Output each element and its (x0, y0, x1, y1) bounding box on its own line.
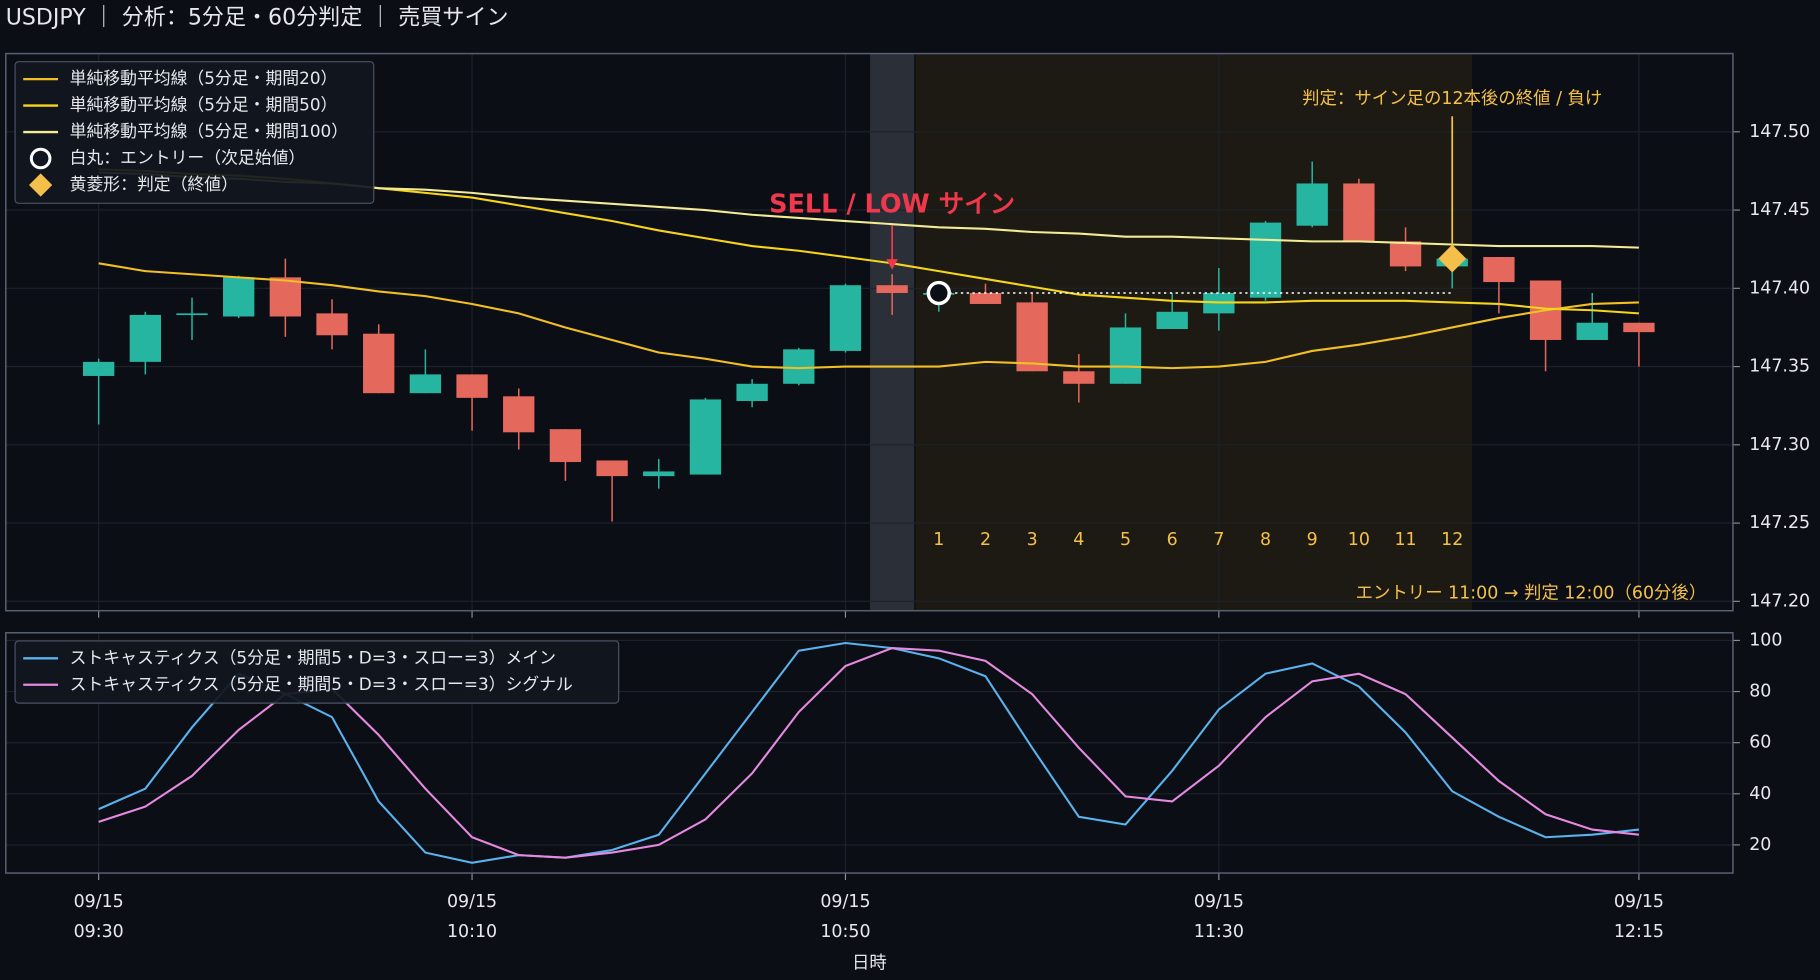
stochastic-line (98, 647, 1640, 859)
signal-label: SELL / LOW サイン (769, 190, 1015, 220)
y-tick-label: 80 (1749, 682, 1771, 702)
judgment-window (915, 53, 1472, 611)
stochastic-line (98, 641, 1640, 864)
y-tick-label: 147.35 (1749, 357, 1810, 377)
candle-body (1016, 302, 1048, 372)
candle-body (783, 349, 815, 384)
legend-label: 単純移動平均線（5分足・期間20） (70, 68, 338, 88)
chart-title: USDJPY ｜ 分析：5分足・60分判定 ｜ 売買サイン (6, 5, 509, 31)
step-label: 2 (980, 530, 991, 550)
x-axis-label: 日時 (852, 954, 887, 974)
judgment-marker (1438, 244, 1467, 273)
panel-frame (5, 52, 1734, 612)
y-tick-label: 147.45 (1749, 200, 1810, 220)
step-label: 5 (1120, 530, 1131, 550)
candle-body (1576, 322, 1608, 340)
candle-body (876, 285, 908, 294)
candle-body (1623, 322, 1655, 333)
step-label: 12 (1441, 530, 1463, 550)
moving-average-line (98, 262, 1639, 370)
y-tick-label: 147.20 (1749, 591, 1810, 611)
candle-body (363, 333, 395, 394)
candle-body (596, 460, 628, 477)
candle-body (269, 277, 302, 317)
signal-zone (870, 53, 915, 611)
candle-body (689, 399, 722, 475)
x-tick-label: 09/15 10:10 (447, 892, 497, 942)
candle-body (456, 374, 488, 398)
x-tick-label: 09/15 12:15 (1614, 892, 1664, 942)
y-tick-label: 100 (1749, 630, 1782, 650)
y-tick-label: 40 (1749, 784, 1771, 804)
entry-marker (926, 280, 951, 306)
step-label: 1 (933, 530, 944, 550)
legend-label: ストキャスティクス（5分足・期間5・D=3・スロー=3）メイン (70, 647, 556, 667)
y-tick-label: 147.30 (1749, 435, 1810, 455)
candle-body (1063, 371, 1095, 384)
candle-body (736, 383, 768, 402)
step-label: 3 (1027, 530, 1038, 550)
candle-body (409, 374, 442, 394)
judgment-label: 判定：サイン足の12本後の終値 / 負け (1302, 89, 1602, 109)
step-label: 10 (1348, 530, 1370, 550)
legend-label: ストキャスティクス（5分足・期間5・D=3・スロー=3）シグナル (70, 674, 573, 694)
candle-body (316, 313, 348, 336)
y-tick-label: 60 (1749, 733, 1771, 753)
legend-swatch (29, 147, 52, 170)
y-tick-label: 20 (1749, 835, 1771, 855)
signal-arrowhead (886, 259, 898, 270)
candle-body (969, 293, 1002, 304)
step-label: 6 (1167, 530, 1178, 550)
candle-body (1296, 183, 1328, 226)
candle-body (223, 277, 255, 317)
candle-body (1483, 257, 1515, 283)
step-label: 8 (1260, 530, 1271, 550)
candle-body (1389, 241, 1422, 267)
legend-box (14, 61, 375, 204)
y-tick-label: 147.50 (1749, 122, 1810, 142)
step-label: 7 (1213, 530, 1224, 550)
candle-body (1156, 311, 1188, 330)
y-tick-label: 147.25 (1749, 513, 1810, 533)
candle-body (1343, 183, 1375, 242)
candle-body (82, 361, 115, 376)
panel-frame (5, 632, 1734, 874)
candle-body (1109, 327, 1142, 384)
window-note: エントリー 11:00 → 判定 12:00（60分後） (1356, 583, 1707, 603)
step-label: 4 (1073, 530, 1084, 550)
candle-body (176, 313, 208, 316)
candle-body (549, 429, 582, 463)
x-tick-label: 09/15 11:30 (1194, 892, 1244, 942)
legend-label: 単純移動平均線（5分足・期間100） (70, 121, 348, 141)
legend-label: 白丸：エントリー（次足始値） (70, 148, 306, 168)
y-tick-label: 147.40 (1749, 278, 1810, 298)
candle-body (129, 314, 162, 362)
x-tick-label: 09/15 09:30 (74, 892, 124, 942)
step-label: 9 (1307, 530, 1318, 550)
x-tick-label: 09/15 10:50 (820, 892, 870, 942)
legend-label: 単純移動平均線（5分足・期間50） (70, 95, 338, 115)
legend-box (14, 640, 620, 704)
candle-body (503, 396, 535, 433)
legend-label: 黄菱形：判定（終値） (70, 174, 238, 194)
candle-body (643, 471, 675, 477)
candle-body (1249, 222, 1282, 298)
step-label: 11 (1394, 530, 1416, 550)
candle-body (829, 285, 862, 351)
